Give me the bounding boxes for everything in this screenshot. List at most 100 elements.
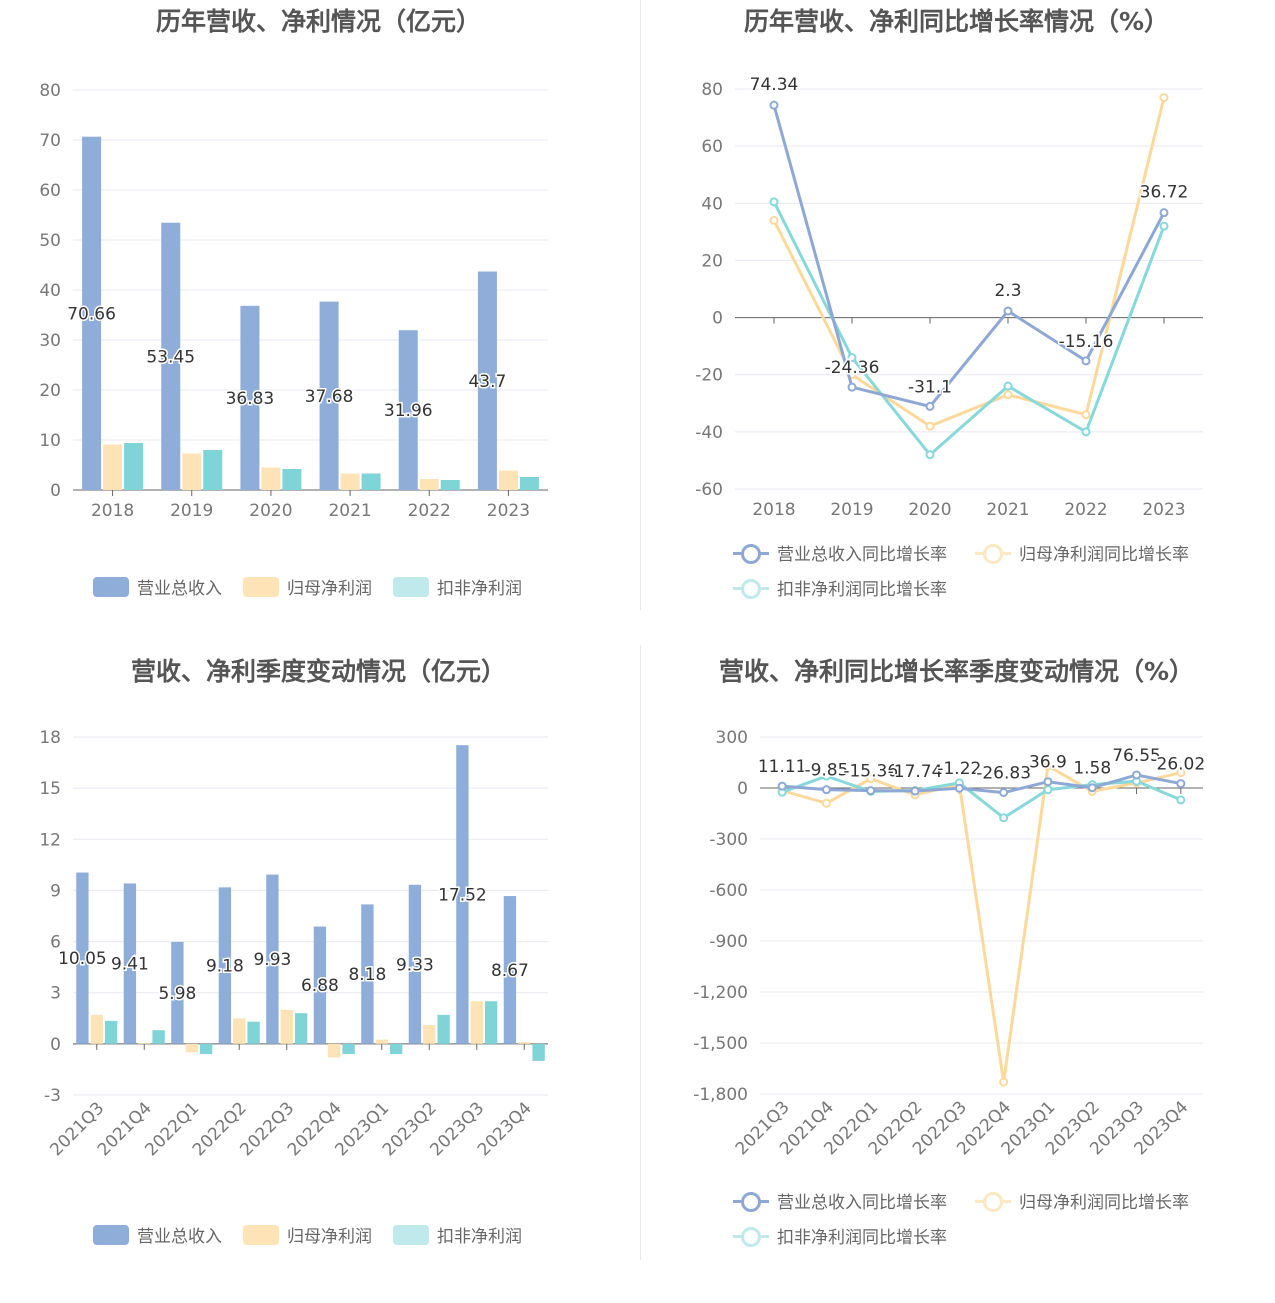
bar bbox=[328, 1043, 341, 1058]
bar bbox=[218, 887, 232, 1044]
data-label: 9.33 bbox=[396, 955, 434, 975]
chart-legend: 营业总收入 归母净利润 扣非净利润 bbox=[0, 1222, 637, 1252]
x-tick-label: 2020 bbox=[249, 501, 292, 521]
legend-label: 扣非净利润 bbox=[437, 1227, 522, 1247]
bar bbox=[240, 305, 260, 490]
y-tick-label: 0 bbox=[50, 481, 61, 501]
quarterly-growth-panel: 营收、净利同比增长率季度变动情况（%） -1,800 -1,500 -1,200 -9… bbox=[638, 650, 1275, 1301]
y-tick-label: 60 bbox=[701, 137, 723, 157]
data-label: -17.74 bbox=[888, 762, 943, 782]
bar bbox=[470, 1001, 483, 1044]
x-tick-label: 2020 bbox=[908, 500, 951, 520]
data-label: 5.98 bbox=[158, 984, 196, 1004]
data-label: 53.45 bbox=[146, 347, 195, 367]
bar bbox=[313, 926, 327, 1044]
chart-legend: 营业总收入 归母净利润 扣非净利润 bbox=[0, 574, 637, 604]
legend-item-net-profit[interactable]: 归母净利润 bbox=[243, 1222, 372, 1247]
bar bbox=[233, 1018, 246, 1044]
x-tick-label: 2021 bbox=[986, 500, 1029, 520]
data-label: 8.18 bbox=[348, 965, 386, 985]
data-point bbox=[866, 786, 876, 796]
legend-item-net-profit-growth[interactable]: 归母净利润同比增长率 bbox=[975, 540, 1189, 565]
data-point bbox=[1176, 768, 1186, 778]
bar bbox=[152, 1030, 165, 1044]
data-point bbox=[1043, 785, 1053, 795]
legend-swatch bbox=[243, 1224, 279, 1245]
y-tick-label: -3 bbox=[44, 1086, 61, 1106]
legend-label: 营业总收入 bbox=[137, 1227, 222, 1247]
legend-item-deducted-profit[interactable]: 扣非净利润 bbox=[393, 574, 522, 599]
legend-item-deducted-growth[interactable]: 扣非净利润同比增长率 bbox=[733, 575, 947, 600]
data-label: 1.58 bbox=[1073, 759, 1111, 779]
data-point bbox=[847, 353, 857, 363]
legend-item-deducted-profit[interactable]: 扣非净利润 bbox=[393, 1222, 522, 1247]
data-label: 6.88 bbox=[301, 976, 339, 996]
bar bbox=[203, 450, 223, 490]
legend-item-deducted-growth[interactable]: 扣非净利润同比增长率 bbox=[733, 1223, 947, 1248]
legend-swatch bbox=[733, 578, 769, 599]
y-tick-label: 0 bbox=[50, 1035, 61, 1055]
data-label: 9.18 bbox=[206, 957, 244, 977]
data-point bbox=[954, 783, 964, 793]
y-tick-label: 50 bbox=[39, 231, 61, 251]
bar bbox=[123, 883, 137, 1044]
x-tick-label: 2018 bbox=[91, 501, 134, 521]
legend-item-revenue[interactable]: 营业总收入 bbox=[93, 1222, 222, 1247]
data-point bbox=[1003, 306, 1013, 316]
data-label: 36.72 bbox=[1140, 183, 1189, 203]
annual-values-panel: 历年营收、净利情况（亿元） 0 10 20 30 40 50 60 70 80 2018 2019 2… bbox=[0, 0, 637, 651]
legend-swatch bbox=[393, 576, 429, 597]
legend-item-revenue-growth[interactable]: 营业总收入同比增长率 bbox=[733, 1188, 947, 1213]
data-point bbox=[925, 421, 935, 431]
data-point bbox=[1176, 795, 1186, 805]
bar bbox=[199, 1043, 213, 1055]
y-tick-label: 12 bbox=[39, 830, 61, 850]
chart-title: 历年营收、净利情况（亿元） bbox=[155, 7, 481, 36]
data-label: -24.36 bbox=[825, 358, 880, 378]
data-point bbox=[910, 786, 920, 796]
bar bbox=[103, 444, 123, 490]
data-label: -9.85 bbox=[804, 761, 848, 781]
data-point bbox=[769, 100, 779, 110]
y-tick-label: 60 bbox=[39, 181, 61, 201]
bar bbox=[185, 1043, 198, 1053]
legend-item-revenue-growth[interactable]: 营业总收入同比增长率 bbox=[733, 540, 947, 565]
data-label: 70.66 bbox=[67, 304, 116, 324]
bar bbox=[247, 1021, 260, 1044]
data-point bbox=[1081, 356, 1091, 366]
y-tick-label: 40 bbox=[701, 194, 723, 214]
data-point bbox=[821, 771, 831, 781]
bar bbox=[342, 1043, 355, 1055]
data-point bbox=[1081, 427, 1091, 437]
bar bbox=[82, 136, 102, 490]
y-tick-label: 15 bbox=[39, 779, 61, 799]
x-tick-label: 2023 bbox=[1142, 500, 1185, 520]
legend-swatch bbox=[975, 543, 1011, 564]
legend-label: 扣非净利润 bbox=[437, 579, 522, 599]
legend-label: 归母净利润 bbox=[287, 1227, 372, 1247]
y-tick-label: 3 bbox=[50, 984, 61, 1004]
y-tick-label: -1,500 bbox=[693, 1034, 748, 1054]
legend-swatch bbox=[975, 1191, 1011, 1212]
series-line bbox=[782, 773, 1182, 795]
chart-legend: 营业总收入同比增长率 归母净利润同比增长率 扣非净利润同比增长率 bbox=[638, 1188, 1275, 1258]
bar bbox=[389, 1043, 403, 1055]
bar bbox=[503, 896, 517, 1044]
bar bbox=[282, 469, 302, 490]
x-tick-label: 2023 bbox=[487, 501, 530, 521]
legend-item-revenue[interactable]: 营业总收入 bbox=[93, 574, 222, 599]
legend-label: 营业总收入同比增长率 bbox=[777, 545, 947, 565]
legend-item-net-profit-growth[interactable]: 归母净利润同比增长率 bbox=[975, 1188, 1189, 1213]
data-point bbox=[821, 785, 831, 795]
y-tick-label: 0 bbox=[737, 779, 748, 799]
bar bbox=[437, 1014, 450, 1044]
bar bbox=[498, 470, 518, 490]
bar bbox=[398, 330, 418, 490]
legend-item-net-profit[interactable]: 归母净利润 bbox=[243, 574, 372, 599]
legend-label: 扣非净利润同比增长率 bbox=[777, 1228, 947, 1248]
annual-growth-chart: -60 -40 -20 0 20 40 60 80 2018 2019 2020 2021 2022 20… bbox=[695, 74, 1203, 520]
x-tick-label: 2022 bbox=[1064, 500, 1107, 520]
legend-swatch bbox=[733, 1226, 769, 1247]
y-tick-label: 0 bbox=[712, 309, 723, 329]
bar bbox=[138, 1043, 151, 1044]
